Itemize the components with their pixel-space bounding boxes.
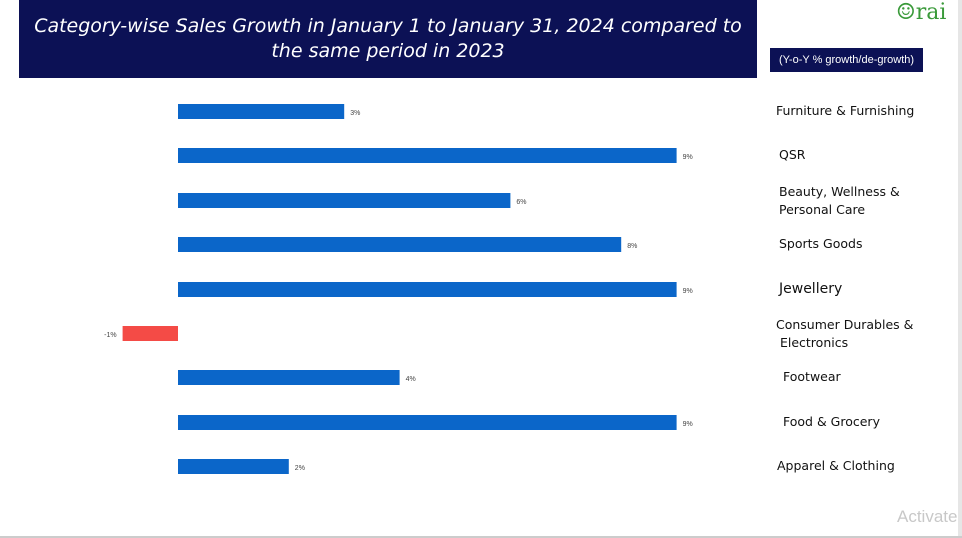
category-label: Beauty, Wellness & Personal Care — [779, 184, 900, 217]
data-label: -1% — [104, 332, 116, 339]
category-label: Food & Grocery — [783, 414, 881, 429]
bar — [178, 282, 677, 297]
category-label: Apparel & Clothing — [777, 458, 895, 473]
activate-watermark: Activate — [897, 507, 958, 526]
category-label: Furniture & Furnishing — [776, 103, 914, 118]
data-label: 9% — [683, 288, 693, 295]
chart-title: Category-wise Sales Growth in January 1 … — [19, 0, 757, 78]
bar — [178, 459, 289, 474]
yoy-badge: (Y-o-Y % growth/de-growth) — [770, 48, 923, 72]
category-label: Consumer Durables & Electronics — [776, 317, 914, 350]
bar — [178, 370, 400, 385]
divider — [0, 536, 962, 538]
data-label: 8% — [627, 243, 637, 250]
bar — [178, 148, 677, 163]
rai-logo: ☺rai — [896, 0, 947, 25]
data-label: 9% — [683, 154, 693, 161]
bar — [178, 193, 511, 208]
data-label: 2% — [295, 465, 305, 472]
category-label: Jewellery — [778, 281, 842, 297]
data-label: 3% — [350, 110, 360, 117]
scrollbar[interactable] — [958, 0, 962, 538]
data-label: 4% — [406, 376, 416, 383]
data-label: 6% — [516, 199, 526, 206]
bar — [178, 237, 622, 252]
bar — [178, 415, 677, 430]
category-label: Footwear — [783, 369, 842, 384]
category-label: Sports Goods — [779, 236, 862, 251]
bar — [122, 326, 178, 341]
category-label: QSR — [779, 147, 806, 162]
bar — [178, 104, 345, 119]
data-label: 9% — [683, 421, 693, 428]
